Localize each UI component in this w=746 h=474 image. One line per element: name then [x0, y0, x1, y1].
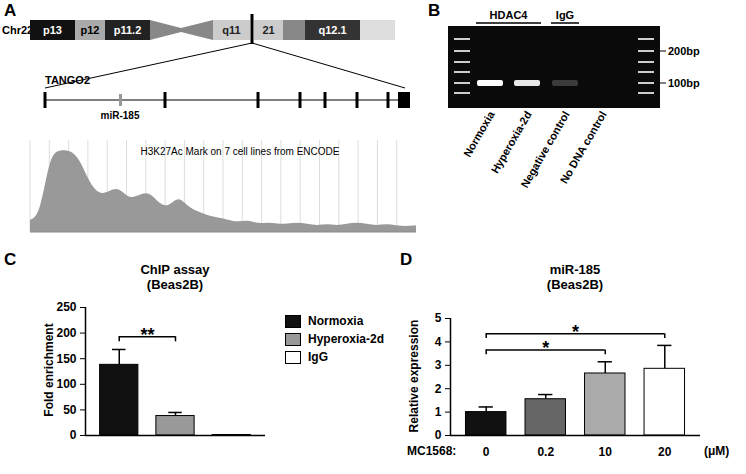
- html-text:Fold enrichment: Fold enrichment: [42, 323, 56, 417]
- svg-text:A: A: [4, 1, 16, 20]
- svg-text:0: 0: [70, 428, 77, 442]
- svg-text:0: 0: [483, 445, 490, 459]
- svg-text:Normoxia: Normoxia: [461, 108, 497, 159]
- html-text:(Beas2B): (Beas2B): [146, 277, 204, 292]
- svg-text:10: 10: [599, 445, 613, 459]
- html-text:(Beas2B): (Beas2B): [546, 277, 604, 292]
- svg-text:*: *: [542, 338, 549, 358]
- svg-text:No DNA control: No DNA control: [558, 109, 609, 186]
- svg-text:p13: p13: [43, 24, 62, 36]
- svg-text:200bp: 200bp: [668, 45, 700, 57]
- svg-text:100bp: 100bp: [668, 77, 700, 89]
- svg-text:Negative control: Negative control: [518, 109, 572, 190]
- svg-text:5: 5: [435, 311, 442, 325]
- svg-text:TANGO2: TANGO2: [45, 74, 90, 86]
- html-text:D: D: [400, 250, 413, 269]
- svg-text:4: 4: [435, 335, 442, 349]
- html-text:C: C: [4, 250, 17, 269]
- svg-text:150: 150: [56, 352, 76, 366]
- svg-text:p12: p12: [81, 24, 100, 36]
- svg-text:50: 50: [63, 403, 77, 417]
- svg-text:q12.1: q12.1: [318, 24, 346, 36]
- svg-text:Hyperoxia-2d: Hyperoxia-2d: [488, 109, 533, 175]
- svg-text:miR-185: miR-185: [101, 110, 140, 121]
- svg-text:HDAC4: HDAC4: [490, 9, 529, 21]
- svg-text:20: 20: [658, 445, 672, 459]
- svg-text:Chr22: Chr22: [2, 24, 33, 36]
- svg-text:IgG: IgG: [556, 9, 574, 21]
- svg-text:21: 21: [262, 24, 274, 36]
- html-text:Normoxia: Normoxia: [308, 314, 364, 328]
- html-text:miR-185: miR-185: [549, 262, 601, 277]
- svg-text:q11: q11: [222, 24, 240, 36]
- svg-text:0.2: 0.2: [537, 445, 554, 459]
- svg-text:0: 0: [435, 428, 442, 442]
- svg-text:p11.2: p11.2: [114, 24, 142, 36]
- svg-text:**: **: [140, 325, 154, 345]
- html-text:Relative expression: Relative expression: [407, 319, 421, 432]
- html-text:IgG: IgG: [308, 350, 328, 364]
- svg-text:B: B: [428, 1, 440, 20]
- html-text:ChIP assay: ChIP assay: [140, 262, 210, 277]
- svg-text:100: 100: [56, 377, 76, 391]
- html-text:Hyperoxia-2d: Hyperoxia-2d: [308, 332, 384, 346]
- svg-text:2: 2: [435, 382, 442, 396]
- svg-text:3: 3: [435, 358, 442, 372]
- svg-text:*: *: [572, 322, 579, 342]
- svg-text:250: 250: [56, 300, 76, 314]
- html-text:(μM): (μM): [704, 444, 730, 458]
- svg-text:H3K27Ac Mark on 7 cell lines f: H3K27Ac Mark on 7 cell lines from ENCODE: [141, 146, 340, 157]
- svg-text:200: 200: [56, 326, 76, 340]
- html-text:MC1568:: MC1568:: [407, 444, 457, 458]
- svg-text:1: 1: [435, 405, 442, 419]
